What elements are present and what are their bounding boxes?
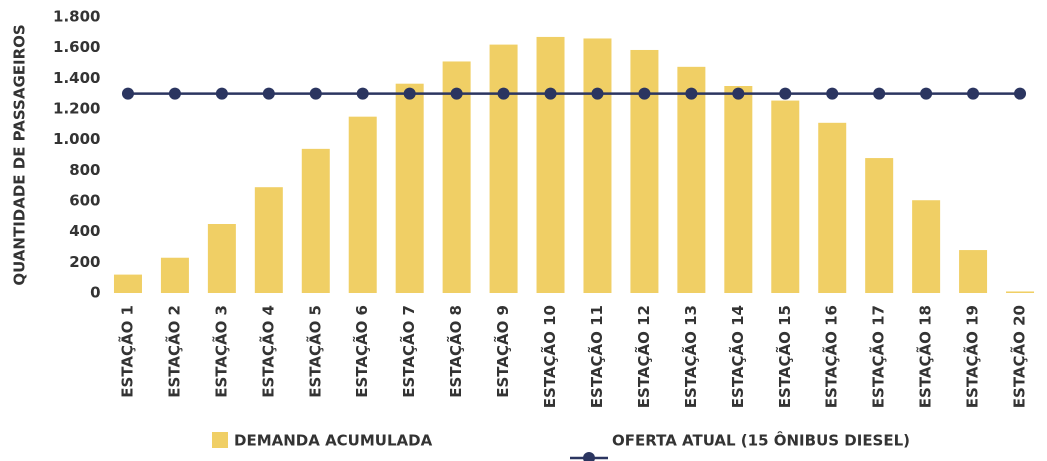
bar xyxy=(113,274,142,293)
y-axis-label: QUANTIDADE DE PASSAGEIROS xyxy=(11,24,29,285)
bar xyxy=(348,116,377,294)
marker xyxy=(262,87,275,100)
marker xyxy=(450,87,463,100)
x-tick-label: ESTAÇÃO 9 xyxy=(493,305,512,398)
marker xyxy=(1014,87,1027,100)
bar xyxy=(818,122,847,293)
bar xyxy=(865,158,894,293)
bar xyxy=(395,83,424,293)
marker xyxy=(873,87,886,100)
marker xyxy=(356,87,369,100)
marker xyxy=(591,87,604,100)
bar xyxy=(442,61,471,293)
y-tick-label: 400 xyxy=(69,222,100,240)
marker xyxy=(920,87,933,100)
bar xyxy=(489,44,518,293)
bar xyxy=(1006,291,1035,293)
y-tick-label: 1.400 xyxy=(53,69,100,87)
bar xyxy=(207,224,236,293)
x-tick-label: ESTAÇÃO 19 xyxy=(963,305,982,408)
bar xyxy=(254,187,283,293)
marker xyxy=(497,87,510,100)
y-tick-label: 200 xyxy=(69,253,100,271)
x-tick-label: ESTAÇÃO 13 xyxy=(681,305,700,408)
x-tick-label: ESTAÇÃO 10 xyxy=(540,305,559,408)
bar xyxy=(301,148,330,293)
marker xyxy=(826,87,839,100)
marker xyxy=(215,87,228,100)
marker xyxy=(168,87,181,100)
x-tick-label: ESTAÇÃO 14 xyxy=(728,305,747,408)
legend-label: OFERTA ATUAL (15 ÔNIBUS DIESEL) xyxy=(612,431,910,450)
bar xyxy=(677,66,706,293)
x-tick-label: ESTAÇÃO 8 xyxy=(446,305,465,398)
y-tick-label: 1.800 xyxy=(53,8,100,26)
y-tick-label: 1.200 xyxy=(53,100,100,118)
marker xyxy=(638,87,651,100)
marker xyxy=(685,87,698,100)
x-tick-label: ESTAÇÃO 1 xyxy=(117,305,136,398)
y-tick-label: 600 xyxy=(69,192,100,210)
bar xyxy=(959,250,988,293)
x-tick-label: ESTAÇÃO 6 xyxy=(352,305,371,398)
bar xyxy=(724,86,753,293)
marker xyxy=(967,87,980,100)
x-tick-label: ESTAÇÃO 18 xyxy=(916,305,935,408)
y-tick-label: 800 xyxy=(69,161,100,179)
bar xyxy=(536,36,565,293)
x-tick-label: ESTAÇÃO 12 xyxy=(634,305,653,408)
bar xyxy=(630,49,659,293)
marker xyxy=(121,87,134,100)
marker xyxy=(732,87,745,100)
marker xyxy=(309,87,322,100)
x-tick-label: ESTAÇÃO 11 xyxy=(587,305,606,408)
bar xyxy=(160,257,189,293)
legend-label: DEMANDA ACUMULADA xyxy=(234,432,433,450)
x-tick-label: ESTAÇÃO 7 xyxy=(399,305,418,398)
bar xyxy=(912,200,941,293)
x-tick-label: ESTAÇÃO 5 xyxy=(305,305,324,398)
x-tick-label: ESTAÇÃO 4 xyxy=(258,305,277,398)
legend-swatch xyxy=(583,452,595,461)
x-tick-label: ESTAÇÃO 15 xyxy=(775,305,794,408)
x-tick-label: ESTAÇÃO 20 xyxy=(1010,305,1029,408)
legend-swatch xyxy=(212,432,228,448)
y-tick-label: 1.600 xyxy=(53,38,100,56)
x-tick-label: ESTAÇÃO 2 xyxy=(164,305,183,398)
marker xyxy=(403,87,416,100)
bar xyxy=(583,38,612,293)
x-tick-label: ESTAÇÃO 16 xyxy=(822,305,841,408)
y-tick-label: 0 xyxy=(90,284,100,302)
marker xyxy=(779,87,792,100)
x-tick-label: ESTAÇÃO 17 xyxy=(869,305,888,408)
x-tick-label: ESTAÇÃO 3 xyxy=(211,305,230,398)
bar xyxy=(771,100,800,293)
marker xyxy=(544,87,557,100)
y-tick-label: 1.000 xyxy=(53,130,100,148)
